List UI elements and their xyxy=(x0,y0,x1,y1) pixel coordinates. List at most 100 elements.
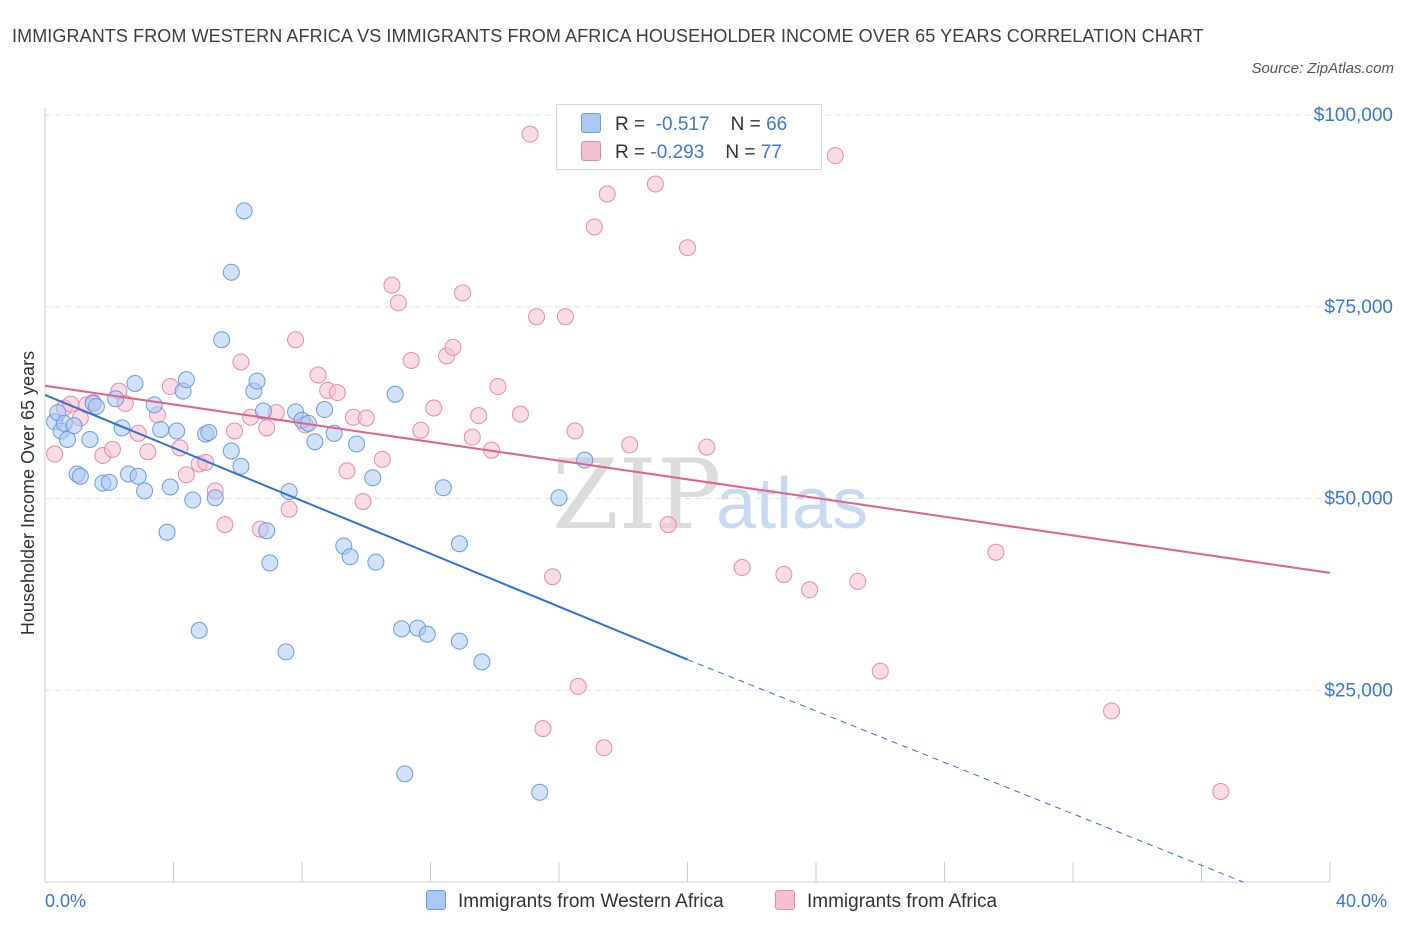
data-point-western-africa xyxy=(364,469,382,487)
data-point-africa xyxy=(309,366,327,384)
correlation-legend: R = -0.517 N = 66 R = -0.293 N = 77 xyxy=(556,104,822,170)
x-tick-label-min: 0.0% xyxy=(45,891,87,911)
data-point-africa xyxy=(826,147,844,165)
legend-r-value: -0.293 xyxy=(650,142,705,163)
data-point-africa xyxy=(534,720,552,738)
data-point-africa xyxy=(46,445,64,463)
data-point-africa xyxy=(679,239,696,257)
bottom-legend-africa: Immigrants from Africa xyxy=(775,890,997,913)
data-point-africa xyxy=(1212,782,1230,800)
data-point-africa xyxy=(338,462,356,480)
data-point-africa xyxy=(389,294,407,312)
data-point-africa xyxy=(569,677,587,695)
legend-n-value: 66 xyxy=(766,114,788,135)
data-point-africa xyxy=(1103,702,1121,720)
data-point-western-africa xyxy=(386,385,404,403)
source-note: Source: ZipAtlas.com xyxy=(1251,60,1394,77)
data-point-western-africa xyxy=(450,632,468,650)
data-point-western-africa xyxy=(393,620,411,638)
legend-r-label: R = xyxy=(615,142,646,163)
bottom-legend-label: Immigrants from Western Africa xyxy=(458,891,724,912)
data-point-western-africa xyxy=(232,457,250,475)
data-point-africa xyxy=(849,572,867,590)
data-point-western-africa xyxy=(315,401,333,419)
data-point-western-africa xyxy=(213,331,231,349)
data-point-western-africa xyxy=(71,467,89,485)
data-point-africa xyxy=(544,568,562,586)
data-point-western-africa xyxy=(126,374,144,392)
bottom-legend-swatch-pink xyxy=(775,890,795,910)
data-point-western-africa xyxy=(58,430,76,448)
data-point-africa xyxy=(444,338,462,356)
data-point-africa xyxy=(987,543,1005,561)
data-point-africa xyxy=(287,331,305,349)
y-tick-label: $25,000 xyxy=(1324,680,1393,701)
x-tick-label-max: 40.0% xyxy=(1336,891,1388,911)
data-point-western-africa xyxy=(177,371,195,389)
data-point-africa xyxy=(595,739,613,757)
data-point-africa xyxy=(463,428,481,446)
data-point-africa xyxy=(659,516,677,534)
data-point-western-africa xyxy=(206,489,224,507)
bottom-legend-swatch-blue xyxy=(426,890,446,910)
trend-line-africa xyxy=(44,384,1331,574)
data-point-africa xyxy=(871,662,889,680)
data-point-africa xyxy=(226,422,244,440)
bottom-legend-label: Immigrants from Africa xyxy=(807,891,998,912)
chart-title: IMMIGRANTS FROM WESTERN AFRICA VS IMMIGR… xyxy=(12,26,1204,46)
data-point-western-africa xyxy=(158,523,176,541)
data-point-africa xyxy=(373,450,391,468)
data-point-africa xyxy=(216,516,234,534)
trend-line-western-africa-extension xyxy=(687,659,1244,883)
data-point-western-africa xyxy=(235,202,253,220)
data-point-africa xyxy=(280,500,298,518)
data-point-western-africa xyxy=(107,390,125,408)
legend-swatch-pink xyxy=(581,141,601,161)
y-tick-label: $100,000 xyxy=(1314,105,1393,126)
watermark-atlas: atlas xyxy=(716,464,868,544)
data-point-western-africa xyxy=(184,491,202,509)
data-point-africa xyxy=(412,421,430,439)
data-point-western-africa xyxy=(261,554,279,572)
legend-n-label: N = xyxy=(730,114,761,135)
data-point-western-africa xyxy=(418,625,436,643)
data-point-western-africa xyxy=(145,396,163,414)
data-point-africa xyxy=(258,419,276,437)
data-point-western-africa xyxy=(306,433,324,451)
y-tick-label: $50,000 xyxy=(1324,489,1393,510)
legend-r-value: -0.517 xyxy=(655,114,710,135)
legend-row-africa: R = -0.293 N = 77 xyxy=(581,141,782,163)
data-point-africa xyxy=(521,125,539,143)
data-point-western-africa xyxy=(113,419,131,437)
data-point-africa xyxy=(357,409,375,427)
data-point-africa xyxy=(775,565,793,583)
data-point-western-africa xyxy=(531,783,549,801)
data-point-western-africa xyxy=(450,535,468,553)
data-point-africa xyxy=(585,218,603,236)
data-point-africa xyxy=(402,351,420,369)
data-point-africa xyxy=(621,436,639,454)
data-point-western-africa xyxy=(161,478,179,496)
trend-lines xyxy=(44,384,1331,883)
data-point-western-africa xyxy=(100,473,118,491)
bottom-legend-western-africa: Immigrants from Western Africa xyxy=(426,890,724,913)
watermark-zip: ZIP xyxy=(552,439,721,551)
y-axis-label: Householder Income Over 65 years xyxy=(18,351,38,635)
data-point-western-africa xyxy=(190,621,208,639)
data-point-africa xyxy=(454,284,472,302)
data-point-western-africa xyxy=(87,397,105,415)
y-tick-labels: $25,000 $50,000 $75,000 $100,000 xyxy=(1314,105,1393,701)
data-point-western-africa xyxy=(348,435,366,453)
data-point-western-africa xyxy=(473,653,491,671)
data-point-africa xyxy=(425,399,443,417)
data-point-western-africa xyxy=(367,553,385,571)
data-point-africa xyxy=(328,384,346,402)
data-point-africa xyxy=(511,405,529,423)
data-point-africa xyxy=(232,353,250,371)
data-point-africa xyxy=(177,466,195,484)
data-point-western-africa xyxy=(222,263,240,281)
data-point-western-africa xyxy=(254,402,272,420)
data-point-africa xyxy=(556,308,574,326)
data-point-africa xyxy=(383,276,401,294)
